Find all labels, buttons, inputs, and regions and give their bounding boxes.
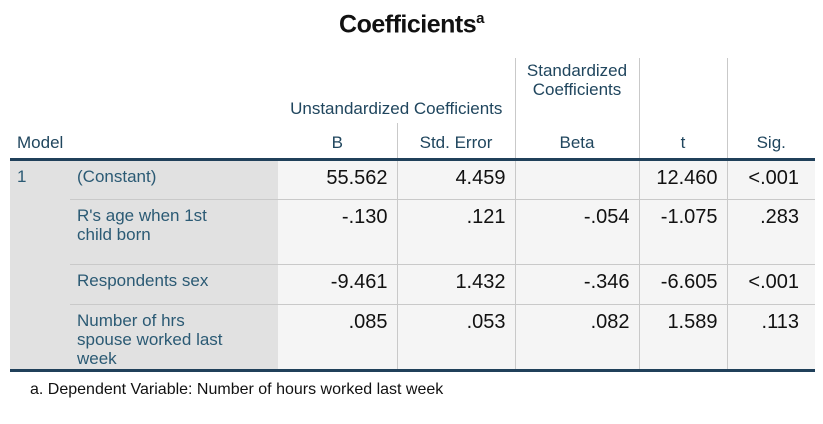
header-row: Model B Std. Error Beta t Sig. [10,123,815,161]
table-row: 1 (Constant) 55.562 4.459 12.460 <.001 [10,159,815,372]
table-title-text: Coefficients [339,10,477,39]
spss-output-page: Coefficientsa Unstandardized Coefficient… [0,10,823,424]
cell-t: -6.605 [638,263,727,305]
cell-t: 12.460 [638,159,727,200]
header-spacer-left [10,58,278,124]
column-group-unstandardized: Unstandardized Coefficients [278,58,515,124]
column-header-beta: Beta [514,123,639,161]
title-superscript: a [476,10,484,27]
column-header-b: B [278,123,397,161]
header-group-row: Unstandardized Coefficients Standardized… [10,58,815,124]
cell-sig: .113 [726,303,815,372]
cell-beta: -.346 [514,263,639,305]
row-label: Number of hrs spouse worked last week [70,303,278,372]
table-footnote: a. Dependent Variable: Number of hours w… [30,380,444,398]
column-header-model: Model [10,123,278,161]
table-row: R's age when 1st child born -.130 .121 -… [10,198,815,265]
cell-std-error: .053 [396,303,515,372]
column-header-t: t [638,123,727,161]
cell-std-error: 1.432 [396,263,515,305]
cell-b: .085 [278,303,397,372]
header-spacer-sig [726,58,815,124]
column-header-sig: Sig. [726,123,815,161]
row-label: Respondents sex [70,263,278,305]
cell-sig: <.001 [726,263,815,305]
table-row: Respondents sex -9.461 1.432 -.346 -6.60… [10,263,815,305]
cell-beta [514,159,639,200]
row-label: R's age when 1st child born [70,198,278,265]
column-header-std-error: Std. Error [396,123,515,161]
cell-t: 1.589 [638,303,727,372]
cell-sig: .283 [726,198,815,265]
table-row: Number of hrs spouse worked last week .0… [10,303,815,372]
cell-b: 55.562 [278,159,397,200]
cell-beta: -.054 [514,198,639,265]
cell-b: -9.461 [278,263,397,305]
cell-t: -1.075 [638,198,727,265]
cell-std-error: .121 [396,198,515,265]
cell-sig: <.001 [726,159,815,200]
page-title: Coefficientsa [0,10,823,39]
row-label: (Constant) [70,159,278,200]
column-group-standardized: Standardized Coefficients [514,58,639,124]
coefficients-table: Unstandardized Coefficients Standardized… [10,58,815,372]
cell-beta: .082 [514,303,639,372]
model-number-cell: 1 [10,159,70,372]
header-spacer-t [638,58,727,124]
cell-std-error: 4.459 [396,159,515,200]
cell-b: -.130 [278,198,397,265]
